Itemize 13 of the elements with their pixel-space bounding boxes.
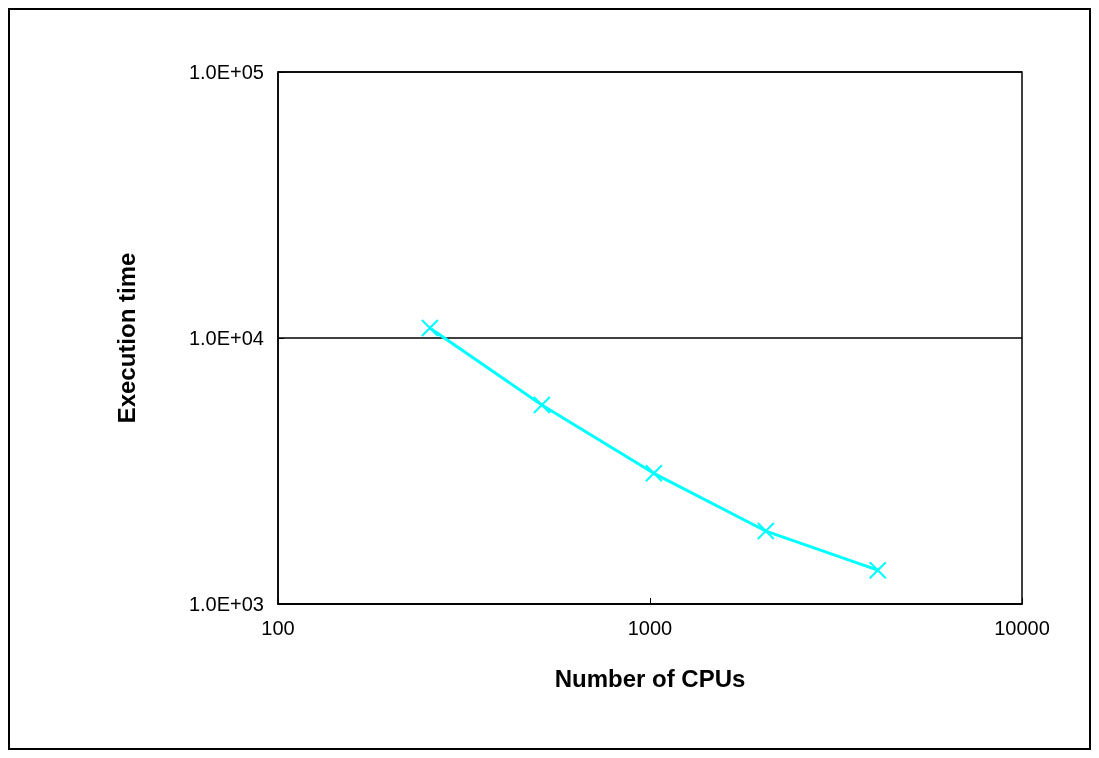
point [756, 522, 775, 541]
point [868, 561, 887, 580]
y-tick-label: 1.0E+05 [188, 61, 264, 83]
point [644, 464, 663, 483]
point [420, 319, 439, 338]
y-axis-title: Execution time [112, 252, 140, 424]
x-tick-label: 10000 [994, 617, 1050, 639]
y-tick-label: 1.0E+04 [188, 327, 264, 349]
x-tick-label: 100 [261, 617, 295, 639]
x-tick-label: 1000 [627, 617, 673, 639]
point [532, 395, 551, 414]
y-tick-label: 1.0E+03 [188, 593, 264, 615]
x-axis-title: Number of CPUs [554, 664, 746, 692]
